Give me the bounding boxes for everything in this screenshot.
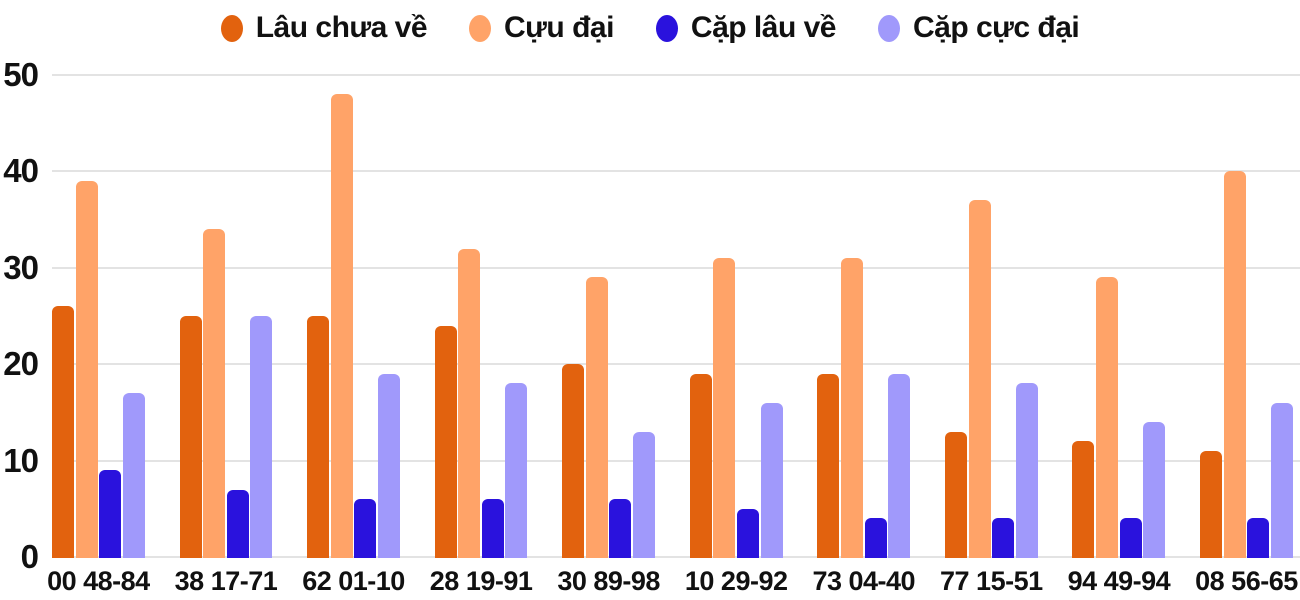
- bar-28-19-91-series-2[interactable]: [458, 248, 481, 558]
- x-axis-category-label: 73 04-40: [812, 566, 916, 596]
- x-axis-category-label: 77 15-51: [940, 566, 1043, 596]
- bar-94-49-94-series-4[interactable]: [1143, 422, 1166, 558]
- gridline-y-30: [52, 266, 1300, 269]
- x-axis-category-label: 62 01-10: [302, 566, 405, 596]
- gridline-y-10: [52, 459, 1300, 462]
- bar-94-49-94-series-3[interactable]: [1119, 518, 1142, 558]
- legend-dot-icon: [469, 14, 492, 42]
- bar-62-01-10-series-4[interactable]: [377, 373, 400, 558]
- bar-28-19-91-series-3[interactable]: [481, 499, 504, 558]
- bar-38-17-71-series-3[interactable]: [226, 489, 249, 558]
- x-axis-category-label: 94 49-94: [1067, 566, 1171, 596]
- bar-73-04-40-series-2[interactable]: [840, 258, 863, 558]
- bar-77-15-51-series-4[interactable]: [1015, 383, 1038, 558]
- legend-label: Lâu chưa về: [255, 11, 428, 44]
- bar-62-01-10-series-3[interactable]: [354, 499, 377, 558]
- bar-00-48-84-series-3[interactable]: [99, 470, 122, 558]
- legend-item-series-3[interactable]: Cặp lâu về: [655, 11, 837, 45]
- gridline-y-0: [52, 556, 1300, 558]
- bar-10-29-92-series-4[interactable]: [760, 402, 783, 558]
- bar-77-15-51-series-1[interactable]: [944, 431, 967, 558]
- bar-94-49-94-series-1[interactable]: [1072, 441, 1095, 558]
- gridline-y-20: [52, 363, 1300, 366]
- y-axis-tick-label: 30: [3, 248, 39, 286]
- legend-item-series-1[interactable]: Lâu chưa về: [220, 11, 428, 45]
- bar-73-04-40-series-4[interactable]: [888, 373, 911, 558]
- legend-dot-icon: [877, 14, 900, 42]
- x-axis-category-label: 30 89-98: [557, 566, 660, 596]
- bar-10-29-92-series-1[interactable]: [689, 373, 712, 558]
- gridline-y-50: [52, 74, 1300, 76]
- y-axis-tick-label: 40: [3, 152, 39, 190]
- legend-label: Cựu đại: [504, 11, 614, 44]
- y-axis-tick-label: 50: [3, 56, 39, 93]
- bar-73-04-40-series-1[interactable]: [817, 373, 840, 558]
- bar-38-17-71-series-4[interactable]: [250, 316, 273, 558]
- bar-30-89-98-series-4[interactable]: [633, 431, 656, 558]
- bar-30-89-98-series-1[interactable]: [562, 364, 585, 558]
- bar-00-48-84-series-2[interactable]: [75, 181, 98, 558]
- bar-38-17-71-series-1[interactable]: [179, 316, 202, 558]
- legend-dot-icon: [220, 14, 243, 42]
- bar-28-19-91-series-1[interactable]: [434, 325, 457, 558]
- legend-label: Cặp lâu về: [690, 11, 837, 44]
- legend-item-series-4[interactable]: Cặp cực đại: [877, 11, 1080, 45]
- bar-00-48-84-series-1[interactable]: [52, 306, 74, 558]
- bar-73-04-40-series-3[interactable]: [864, 518, 887, 558]
- legend-dot-icon: [655, 14, 678, 42]
- x-axis-category-label: 08 56-65: [1195, 566, 1298, 596]
- bar-08-56-65-series-4[interactable]: [1270, 402, 1293, 558]
- y-axis-tick-label: 10: [3, 441, 39, 479]
- bar-77-15-51-series-2[interactable]: [968, 200, 991, 558]
- bar-30-89-98-series-3[interactable]: [609, 499, 632, 558]
- bar-08-56-65-series-2[interactable]: [1223, 171, 1246, 558]
- bar-62-01-10-series-1[interactable]: [307, 316, 330, 558]
- legend: Lâu chưa về Cựu đại Cặp lâu về Cặp cực đại: [0, 6, 1300, 50]
- bar-28-19-91-series-4[interactable]: [505, 383, 528, 558]
- bar-38-17-71-series-2[interactable]: [203, 229, 226, 558]
- legend-item-series-2[interactable]: Cựu đại: [469, 11, 614, 45]
- x-axis-category-label: 28 19-91: [429, 566, 533, 596]
- bar-62-01-10-series-2[interactable]: [330, 94, 353, 558]
- y-axis-tick-label: 20: [3, 345, 39, 383]
- x-axis-category-label: 38 17-71: [174, 566, 278, 596]
- gridline-y-40: [52, 170, 1300, 173]
- bar-00-48-84-series-4[interactable]: [122, 393, 145, 558]
- x-axis-category-label: 00 48-84: [47, 566, 150, 596]
- bar-10-29-92-series-2[interactable]: [713, 258, 736, 558]
- bar-77-15-51-series-3[interactable]: [992, 518, 1015, 558]
- bar-30-89-98-series-2[interactable]: [585, 277, 608, 558]
- bar-10-29-92-series-3[interactable]: [737, 508, 759, 558]
- y-axis-tick-label: 0: [20, 538, 39, 575]
- bar-08-56-65-series-1[interactable]: [1200, 450, 1223, 558]
- bar-08-56-65-series-3[interactable]: [1247, 518, 1270, 558]
- legend-label: Cặp cực đại: [912, 11, 1080, 44]
- x-axis-category-label: 10 29-92: [684, 566, 788, 596]
- bar-94-49-94-series-2[interactable]: [1096, 277, 1119, 558]
